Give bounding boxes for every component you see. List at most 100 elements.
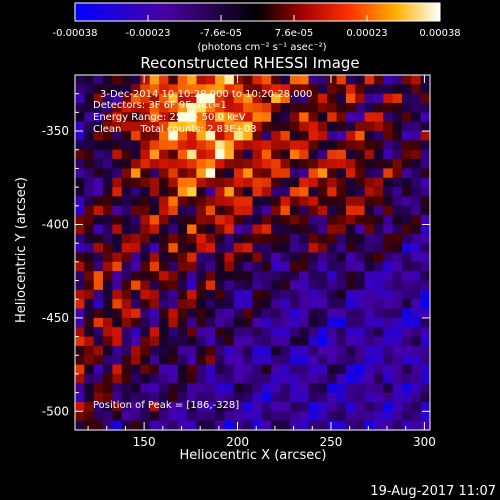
heatmap-cell <box>224 271 235 282</box>
heatmap-cell <box>75 420 85 431</box>
heatmap-cell <box>299 159 310 169</box>
heatmap-cell <box>103 159 113 169</box>
heatmap-cell <box>149 121 160 132</box>
heatmap-cell <box>364 84 375 95</box>
heatmap-cell <box>289 364 300 375</box>
heatmap-cell <box>93 364 104 375</box>
heatmap-cell <box>131 75 141 85</box>
heatmap-cell <box>336 75 347 85</box>
heatmap-cell <box>93 159 104 169</box>
heatmap-cell <box>252 336 263 347</box>
heatmap-cell <box>177 392 188 403</box>
heatmap-cell <box>215 327 225 338</box>
heatmap-cell <box>196 355 207 366</box>
heatmap-cell <box>177 364 188 375</box>
heatmap-cell <box>345 149 356 160</box>
heatmap-cell <box>411 317 422 328</box>
heatmap-cell <box>261 401 272 412</box>
heatmap-cell <box>336 215 347 225</box>
heatmap-cell <box>233 205 244 216</box>
heatmap-cell <box>420 121 431 132</box>
heatmap-cell <box>224 392 235 403</box>
heatmap-cell <box>168 140 179 151</box>
heatmap-cell <box>308 411 319 422</box>
heatmap-cell <box>93 84 104 95</box>
heatmap-cell <box>243 336 253 347</box>
heatmap-cell <box>187 196 197 207</box>
heatmap-cell <box>252 205 263 216</box>
heatmap-cell <box>261 373 272 384</box>
heatmap-cell <box>401 355 412 366</box>
heatmap-cell <box>196 215 207 225</box>
heatmap-cell <box>261 280 272 291</box>
heatmap-cell <box>345 140 356 151</box>
heatmap-cell <box>233 149 244 160</box>
heatmap-cell <box>215 84 225 95</box>
heatmap-cell <box>233 289 244 300</box>
heatmap-cell <box>224 112 235 123</box>
heatmap-cell <box>336 149 347 160</box>
heatmap-cell <box>103 364 113 375</box>
heatmap-cell <box>233 299 244 310</box>
heatmap-cell <box>75 215 85 225</box>
heatmap-cell <box>215 93 225 104</box>
heatmap-cell <box>420 103 431 113</box>
heatmap-cell <box>364 215 375 225</box>
heatmap-cell <box>75 233 85 244</box>
heatmap-cell <box>383 261 394 272</box>
heatmap-cell <box>140 121 151 132</box>
heatmap-cell <box>336 243 347 253</box>
heatmap-cell <box>280 261 291 272</box>
heatmap-cell <box>140 215 151 225</box>
heatmap-cell <box>252 420 263 431</box>
heatmap-cell <box>336 131 347 141</box>
heatmap-cell <box>215 373 225 384</box>
heatmap-cell <box>345 345 356 356</box>
x-tick-label: 300 <box>413 435 436 449</box>
heatmap-cell <box>168 289 179 300</box>
heatmap-cell <box>383 93 394 104</box>
heatmap-cell <box>233 215 244 225</box>
heatmap-cell <box>84 75 95 85</box>
heatmap-cell <box>215 252 225 263</box>
heatmap-cell <box>177 280 188 291</box>
heatmap-cell <box>392 308 403 319</box>
heatmap-cell <box>373 205 384 216</box>
heatmap-cell <box>168 299 179 310</box>
heatmap-cell <box>103 252 113 263</box>
heatmap-cell <box>149 252 160 263</box>
heatmap-cell <box>84 308 95 319</box>
heatmap-cell <box>205 411 216 422</box>
heatmap-cell <box>411 336 422 347</box>
heatmap-cell <box>308 373 319 384</box>
heatmap-cell <box>103 103 113 113</box>
heatmap-cell <box>112 84 123 95</box>
heatmap-cell <box>93 308 104 319</box>
heatmap-cell <box>420 84 431 95</box>
footer-timestamp: 19-Aug-2017 11:07 <box>370 484 496 499</box>
heatmap-cell <box>252 75 263 85</box>
heatmap-cell <box>299 392 310 403</box>
heatmap-cell <box>140 93 151 104</box>
heatmap-cell <box>187 261 197 272</box>
annotation-clean: Clean Total counts: 2.83E+03 <box>93 124 257 135</box>
heatmap-cell <box>243 233 253 244</box>
heatmap-cell <box>159 401 169 412</box>
heatmap-cell <box>140 280 151 291</box>
heatmap-cell <box>75 103 85 113</box>
heatmap-cell <box>121 84 132 95</box>
heatmap-cell <box>159 364 169 375</box>
x-axis-label: Heliocentric X (arcsec) <box>180 448 327 463</box>
heatmap-cell <box>383 168 394 179</box>
heatmap-cell <box>196 243 207 253</box>
heatmap-cell <box>317 205 328 216</box>
heatmap-cell <box>131 308 141 319</box>
heatmap-cell <box>196 112 207 123</box>
heatmap-cell <box>299 355 310 366</box>
heatmap-cell <box>224 280 235 291</box>
heatmap-cell <box>215 196 225 207</box>
heatmap-cell <box>187 345 197 356</box>
heatmap-cell <box>159 373 169 384</box>
heatmap-cell <box>373 355 384 366</box>
heatmap-cell <box>289 401 300 412</box>
